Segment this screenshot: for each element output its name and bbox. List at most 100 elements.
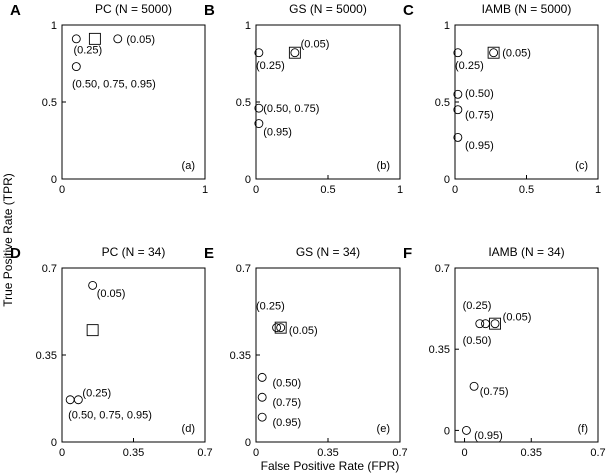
panel-a-y-tick-label: 0 xyxy=(51,174,57,186)
panel-e-circle-marker xyxy=(257,372,267,382)
panel-d-y-tick-label: 0.7 xyxy=(42,263,57,275)
panel-d-annotation: (0.05) xyxy=(97,288,126,300)
panel-a-annotation: (0.50, 0.75, 0.95) xyxy=(72,79,156,91)
panel-a-x-tick-label: 0 xyxy=(59,184,65,196)
panel-b-circle-marker xyxy=(254,119,264,129)
panel-e-y-tick-label: 0.35 xyxy=(230,350,251,362)
panel-a-annotation: (0.25) xyxy=(73,45,102,57)
panel-c-corner-label: (c) xyxy=(575,160,588,172)
panel-f-circle-marker xyxy=(475,319,485,329)
panel-f-corner-label: (f) xyxy=(578,423,588,435)
panel-f-x-tick-label: 0.35 xyxy=(521,447,542,459)
panel-e-circle-marker xyxy=(272,323,282,333)
panel-b-y-tick-label: 0 xyxy=(245,174,251,186)
panel-c-y-tick-label: 0 xyxy=(444,174,450,186)
panel-c-annotation: (0.75) xyxy=(465,109,494,121)
panel-c-y-tick-label: 1 xyxy=(444,20,450,32)
panel-e-corner-label: (e) xyxy=(377,423,390,435)
panel-c-circle-marker xyxy=(453,48,463,58)
panel-b-annotation: (0.50, 0.75) xyxy=(263,103,319,115)
panel-f-square-marker xyxy=(489,317,501,330)
panel-d-letter: D xyxy=(10,245,21,262)
panel-b-corner-label: (b) xyxy=(377,160,390,172)
panel-c-square-marker xyxy=(487,46,500,59)
panel-a-title: PC (N = 5000) xyxy=(95,2,172,16)
panel-b-circle-marker xyxy=(254,48,264,58)
panel-c-title: IAMB (N = 5000) xyxy=(482,2,572,16)
panel-d-corner-label: (d) xyxy=(182,423,195,435)
panel-e-annotation: (0.95) xyxy=(272,417,301,429)
panel-b-x-tick-label: 0 xyxy=(253,184,259,196)
panel-c-circle-marker xyxy=(489,48,499,58)
panel-f-frame xyxy=(454,267,599,443)
panel-c-annotation: (0.25) xyxy=(455,60,484,72)
panel-f-letter: F xyxy=(403,245,412,262)
panel-c-circle-marker xyxy=(453,89,463,99)
panel-c-x-tick-label: 0.5 xyxy=(519,184,534,196)
panel-e-y-tick-label: 0 xyxy=(245,437,251,449)
panel-c-circle-marker xyxy=(453,132,463,142)
panel-f-annotation: (0.05) xyxy=(503,312,532,324)
panel-d-title: PC (N = 34) xyxy=(102,245,166,259)
panel-b-annotation: (0.05) xyxy=(301,38,330,50)
panel-b-letter: B xyxy=(204,2,215,19)
panel-f-title: IAMB (N = 34) xyxy=(488,245,564,259)
panel-d-annotation: (0.25) xyxy=(82,387,111,399)
panel-a-circle-marker xyxy=(71,34,81,44)
panel-f-annotation: (0.50) xyxy=(463,335,492,347)
panel-d-x-tick-label: 0.7 xyxy=(197,447,212,459)
panel-d-circle-marker xyxy=(73,395,83,405)
panel-e-x-tick-label: 0.7 xyxy=(392,447,407,459)
panel-c-x-tick-label: 1 xyxy=(595,184,601,196)
panel-b-y-tick-label: 0.5 xyxy=(236,97,251,109)
panel-b-y-tick-label: 1 xyxy=(245,20,251,32)
panel-b-title: GS (N = 5000) xyxy=(289,2,367,16)
panel-c-circle-marker xyxy=(453,105,463,115)
panel-e-annotation: (0.05) xyxy=(289,325,318,337)
panel-f-annotation: (0.25) xyxy=(463,300,492,312)
panel-d-y-tick-label: 0 xyxy=(51,437,57,449)
panel-e-x-tick-label: 0.35 xyxy=(317,447,338,459)
panel-d-annotation: (0.50, 0.75, 0.95) xyxy=(68,410,152,422)
panel-e-circle-marker xyxy=(276,323,286,333)
panel-f-circle-marker xyxy=(469,381,479,391)
panel-a-y-tick-label: 1 xyxy=(51,20,57,32)
panel-f-circle-marker xyxy=(461,425,471,435)
panel-e-title: GS (N = 34) xyxy=(296,245,360,259)
panel-f-y-tick-label: 0 xyxy=(444,425,450,437)
panel-f-y-tick-label: 0.35 xyxy=(429,344,450,356)
panel-f-x-tick-label: 0.7 xyxy=(590,447,605,459)
panel-e-annotation: (0.25) xyxy=(256,300,285,312)
panel-c-x-tick-label: 0 xyxy=(452,184,458,196)
panel-c-annotation: (0.95) xyxy=(465,140,494,152)
panel-f-annotation: (0.75) xyxy=(480,386,509,398)
panel-e-y-tick-label: 0.7 xyxy=(236,263,251,275)
panel-d-x-tick-label: 0 xyxy=(59,447,65,459)
panel-c-y-tick-label: 0.5 xyxy=(435,97,450,109)
panel-e-x-tick-label: 0 xyxy=(253,447,259,459)
panel-e-annotation: (0.50) xyxy=(272,377,301,389)
panel-b-circle-marker xyxy=(254,103,264,113)
panel-d-y-tick-label: 0.35 xyxy=(36,350,57,362)
panel-d-x-tick-label: 0.35 xyxy=(123,447,144,459)
panel-d-circle-marker xyxy=(65,395,75,405)
panel-f-annotation: (0.95) xyxy=(474,430,503,442)
panel-b-x-tick-label: 1 xyxy=(397,184,403,196)
panel-c-letter: C xyxy=(403,2,414,19)
panel-c-annotation: (0.05) xyxy=(502,48,531,60)
panel-f-circle-marker xyxy=(481,319,490,329)
panel-a-corner-label: (a) xyxy=(182,160,195,172)
x-axis-label: False Positive Rate (FPR) xyxy=(261,459,400,473)
panel-a-x-tick-label: 1 xyxy=(202,184,208,196)
panel-a-square-marker xyxy=(88,32,101,45)
panel-e-square-marker xyxy=(274,321,287,334)
panel-f-y-tick-label: 0.7 xyxy=(435,263,450,275)
panel-c-annotation: (0.50) xyxy=(465,88,494,100)
panel-a-circle-marker xyxy=(71,62,81,72)
panel-b-annotation: (0.95) xyxy=(263,126,292,138)
panel-f-x-tick-label: 0 xyxy=(461,447,467,459)
panel-f-circle-marker xyxy=(490,319,500,329)
panel-e-frame xyxy=(255,267,401,443)
y-axis-label: True Positive Rate (TPR) xyxy=(1,173,15,307)
